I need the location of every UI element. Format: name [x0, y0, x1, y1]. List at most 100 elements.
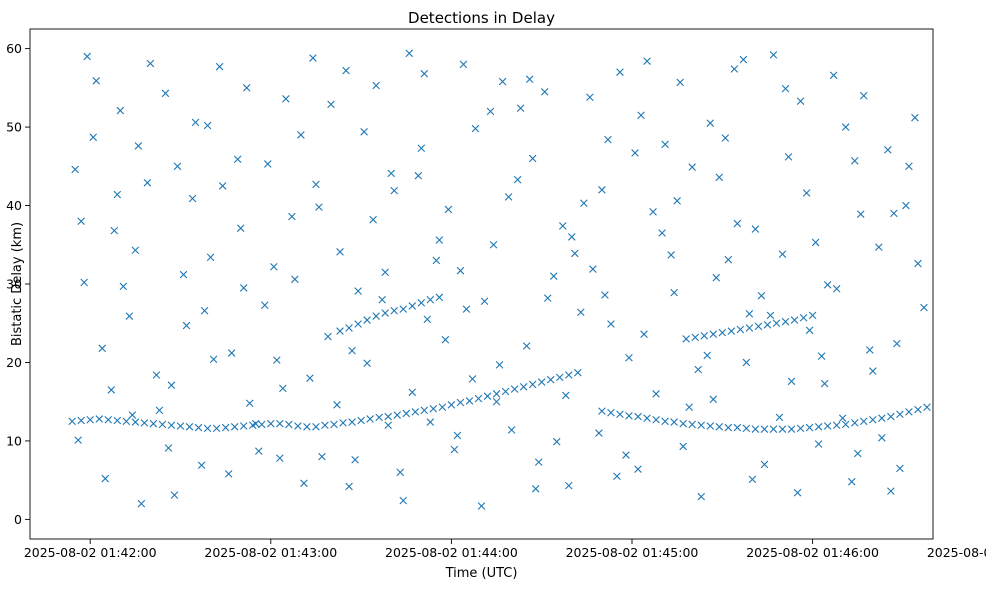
scatter-point: [363, 359, 371, 368]
scatter-point: [420, 69, 429, 78]
scatter-point: [706, 119, 715, 127]
scatter-point: [625, 412, 633, 420]
scatter-point: [297, 131, 305, 139]
scatter-point: [486, 107, 495, 116]
scatter-point: [661, 140, 669, 149]
scatter-point: [513, 175, 522, 184]
x-tick-label: 2025-08-02 01:43:00: [204, 545, 337, 560]
scatter-point: [348, 418, 356, 426]
scatter-point: [823, 422, 832, 430]
scatter-point: [200, 306, 209, 315]
scatter-point: [778, 250, 787, 258]
scatter-point: [501, 387, 510, 396]
scatter-point: [724, 255, 733, 264]
scatter-point: [239, 422, 248, 430]
scatter-point: [68, 417, 76, 426]
scatter-point: [574, 368, 582, 377]
scatter-point: [510, 385, 519, 393]
scatter-point: [477, 502, 486, 510]
scatter-point: [158, 420, 167, 429]
scatter-point: [760, 425, 769, 433]
scatter-point: [546, 375, 555, 384]
x-tick-label: 2025-08-02 01:42:00: [24, 545, 157, 560]
scatter-point: [549, 272, 558, 280]
scatter-point: [336, 248, 344, 256]
scatter-point: [565, 481, 573, 490]
scatter-point: [393, 411, 402, 419]
scatter-point: [333, 401, 341, 409]
scatter-point: [769, 51, 778, 59]
x-tick-label: 2025-08-02 01:47:00: [927, 545, 986, 560]
scatter-point: [372, 81, 380, 90]
scatter-point: [832, 284, 841, 293]
scatter-point: [887, 412, 895, 421]
scatter-point: [649, 208, 657, 216]
scatter-point: [116, 106, 125, 115]
scatter-point: [727, 327, 736, 335]
scatter-point: [77, 217, 85, 226]
scatter-point: [697, 421, 706, 430]
scatter-point: [137, 499, 146, 508]
scatter-point: [276, 454, 284, 462]
scatter-point: [733, 423, 742, 432]
scatter-point: [878, 433, 886, 442]
scatter-point: [357, 416, 365, 425]
scatter-point: [203, 424, 212, 433]
scatter-point: [92, 76, 101, 85]
scatter-point: [339, 419, 347, 427]
scatter-point: [71, 165, 79, 174]
scatter-point: [751, 425, 760, 433]
scatter-point: [850, 157, 859, 165]
scatter-point: [589, 265, 597, 273]
y-axis-title: Bistatic Delay (km): [10, 222, 25, 346]
x-axis-ticks: 2025-08-02 01:42:00 2025-08-02 01:43:00 20…: [24, 539, 986, 560]
scatter-point: [330, 420, 338, 429]
y-tick-label: 60: [6, 41, 22, 56]
scatter-point: [568, 233, 576, 241]
scatter-point: [595, 429, 603, 437]
scatter-point: [218, 182, 227, 190]
scatter-point: [450, 445, 459, 454]
scatter-point: [179, 270, 188, 279]
scatter-point: [869, 367, 877, 375]
scatter-point: [832, 421, 841, 430]
scatter-point: [164, 444, 173, 452]
scatter-point: [703, 351, 712, 360]
scatter-point: [911, 113, 919, 122]
scatter-point: [405, 49, 414, 58]
scatter-point: [700, 331, 709, 340]
scatter-point: [465, 397, 474, 405]
scatter-point: [260, 301, 269, 309]
scatter-point: [107, 386, 116, 394]
scatter-point: [276, 419, 284, 428]
scatter-point: [805, 326, 814, 335]
scatter-point: [188, 194, 197, 203]
scatter-point: [679, 419, 687, 428]
scatter-point: [239, 284, 248, 292]
scatter-point: [694, 365, 703, 374]
scatter-point: [77, 416, 85, 425]
scatter-point: [345, 482, 353, 491]
scatter-point: [167, 421, 176, 430]
scatter-point: [369, 215, 377, 224]
scatter-point: [724, 423, 733, 432]
scatter-point: [643, 57, 651, 65]
scatter-point: [315, 203, 323, 211]
scatter-point: [245, 399, 254, 408]
scatter-point: [679, 442, 687, 451]
scatter-point: [534, 458, 543, 466]
scatter-point: [399, 496, 408, 505]
scatter-point: [408, 302, 417, 310]
scatter-point: [273, 356, 281, 364]
scatter-marks: [68, 49, 931, 510]
scatter-point: [113, 416, 122, 425]
scatter-point: [715, 173, 724, 182]
scatter-point: [742, 358, 751, 367]
scatter-point: [279, 384, 287, 393]
scatter-point: [215, 62, 224, 71]
scatter-point: [101, 474, 110, 483]
scatter-point: [206, 253, 215, 262]
scatter-point: [212, 424, 221, 433]
scatter-point: [673, 197, 681, 205]
